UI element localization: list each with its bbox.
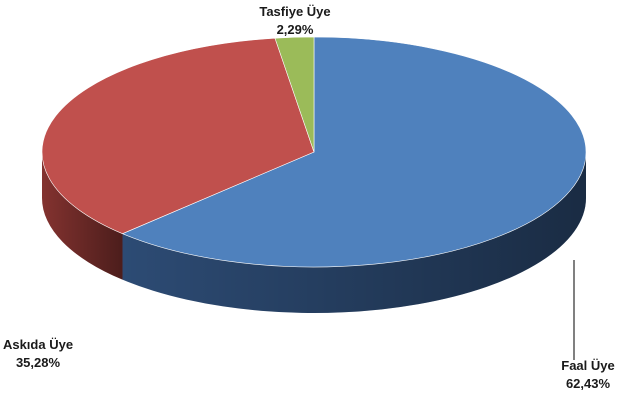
slice-label-value-0: 62,43%	[566, 376, 611, 391]
slice-label-name-2: Tasfiye Üye	[259, 4, 330, 19]
pie-side-shade-0	[122, 152, 586, 313]
slice-label-value-1: 35,28%	[16, 355, 61, 370]
slice-label-name-1: Askıda Üye	[3, 337, 73, 352]
pie-side-shade-1	[42, 152, 123, 280]
pie-slice-askıda-üye	[41, 37, 315, 234]
pie-slice-faal-üye	[121, 36, 587, 268]
slice-label-name-0: Faal Üye	[561, 358, 614, 373]
pie-labels: Faal Üye 62,43% Askıda Üye 35,28% Tasfiye Üy…	[3, 4, 615, 391]
pie-top-slices	[41, 36, 587, 268]
pie-3d-sides	[42, 152, 586, 313]
pie-slice-tasfiye-üye	[274, 36, 315, 153]
slice-label-value-2: 2,29%	[277, 22, 314, 37]
